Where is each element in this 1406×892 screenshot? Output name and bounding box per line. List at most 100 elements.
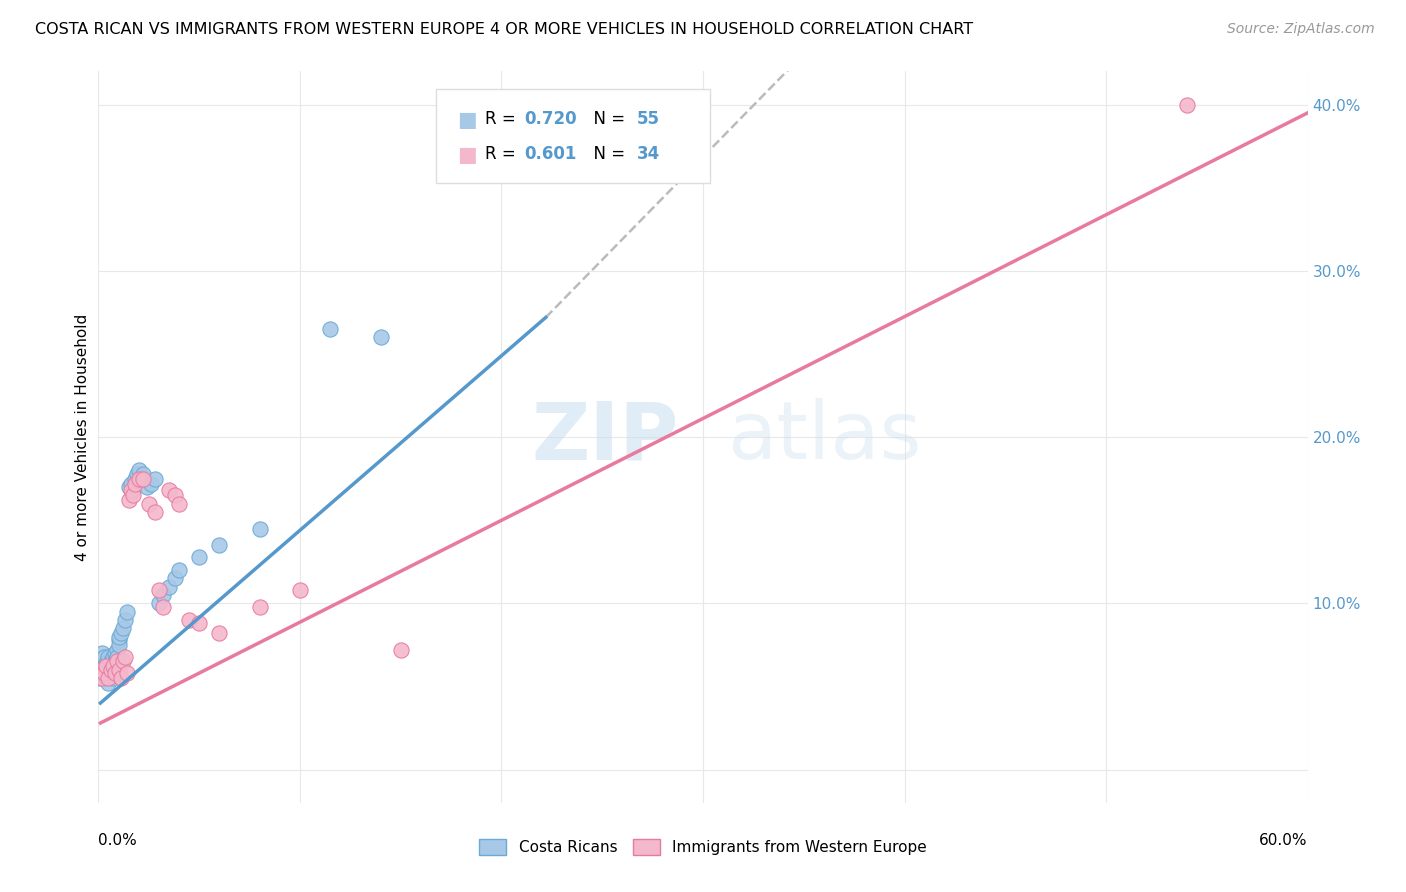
- Point: [132, 467, 155, 481]
- Point: [114, 649, 136, 664]
- Point: [96, 659, 118, 673]
- Point: [97, 671, 120, 685]
- Point: [96, 666, 118, 681]
- Point: [100, 666, 122, 681]
- Text: ZIP: ZIP: [531, 398, 679, 476]
- Point: [114, 613, 136, 627]
- Point: [208, 538, 231, 552]
- Point: [89, 671, 111, 685]
- Point: [105, 655, 128, 669]
- Point: [370, 330, 392, 344]
- Point: [103, 666, 125, 681]
- Point: [100, 659, 122, 673]
- Point: [91, 646, 114, 660]
- Text: 55: 55: [637, 110, 659, 128]
- Text: Source: ZipAtlas.com: Source: ZipAtlas.com: [1227, 22, 1375, 37]
- Point: [110, 626, 132, 640]
- Point: [100, 655, 122, 669]
- Text: N =: N =: [583, 145, 631, 163]
- Point: [288, 582, 311, 597]
- Point: [89, 655, 111, 669]
- Text: R =: R =: [485, 110, 522, 128]
- Point: [100, 663, 122, 677]
- Point: [93, 663, 115, 677]
- Point: [107, 632, 129, 647]
- Point: [157, 580, 180, 594]
- Point: [138, 497, 160, 511]
- Point: [152, 588, 174, 602]
- Point: [249, 521, 271, 535]
- Point: [89, 663, 111, 677]
- Point: [107, 663, 129, 677]
- Text: N =: N =: [583, 110, 631, 128]
- Point: [163, 571, 186, 585]
- Point: [91, 671, 114, 685]
- Point: [208, 626, 231, 640]
- Point: [103, 666, 125, 681]
- Point: [319, 322, 342, 336]
- Point: [157, 483, 180, 498]
- Point: [96, 656, 118, 670]
- Point: [101, 663, 124, 677]
- Point: [179, 613, 201, 627]
- Text: ■: ■: [457, 110, 477, 129]
- Point: [121, 483, 143, 498]
- Point: [143, 472, 166, 486]
- Point: [101, 649, 124, 664]
- Point: [129, 472, 152, 486]
- Point: [107, 630, 129, 644]
- Point: [188, 616, 211, 631]
- Point: [97, 676, 120, 690]
- Point: [139, 476, 162, 491]
- Text: 34: 34: [637, 145, 661, 163]
- Point: [167, 563, 190, 577]
- Point: [97, 649, 120, 664]
- Point: [115, 666, 138, 681]
- Point: [101, 671, 124, 685]
- Point: [96, 671, 118, 685]
- Point: [91, 659, 114, 673]
- Point: [111, 621, 134, 635]
- Point: [124, 476, 146, 491]
- Point: [188, 549, 211, 564]
- Point: [118, 480, 141, 494]
- Point: [125, 467, 148, 481]
- Text: R =: R =: [485, 145, 522, 163]
- Text: 60.0%: 60.0%: [1260, 833, 1308, 847]
- Point: [1175, 97, 1198, 112]
- Point: [97, 671, 120, 685]
- Point: [118, 493, 141, 508]
- Text: 0.0%: 0.0%: [98, 833, 138, 847]
- Point: [148, 582, 170, 597]
- Text: 0.720: 0.720: [524, 110, 576, 128]
- Point: [249, 599, 271, 614]
- Point: [120, 483, 142, 498]
- Text: ■: ■: [457, 145, 477, 165]
- Point: [389, 643, 412, 657]
- Point: [105, 649, 128, 664]
- Point: [121, 488, 143, 502]
- Point: [163, 488, 186, 502]
- Point: [93, 649, 115, 664]
- Point: [97, 663, 120, 677]
- Point: [132, 472, 155, 486]
- Point: [128, 472, 150, 486]
- Point: [93, 666, 115, 681]
- Point: [107, 638, 129, 652]
- Point: [124, 472, 146, 486]
- Text: atlas: atlas: [727, 398, 921, 476]
- Point: [101, 659, 124, 673]
- Point: [148, 596, 170, 610]
- Y-axis label: 4 or more Vehicles in Household: 4 or more Vehicles in Household: [75, 313, 90, 561]
- Point: [110, 671, 132, 685]
- Point: [135, 480, 157, 494]
- Legend: Costa Ricans, Immigrants from Western Europe: Costa Ricans, Immigrants from Western Eu…: [472, 833, 934, 861]
- Point: [89, 663, 111, 677]
- Point: [120, 476, 142, 491]
- Point: [103, 646, 125, 660]
- Point: [167, 497, 190, 511]
- Point: [91, 666, 114, 681]
- Text: 0.601: 0.601: [524, 145, 576, 163]
- Point: [152, 599, 174, 614]
- Text: COSTA RICAN VS IMMIGRANTS FROM WESTERN EUROPE 4 OR MORE VEHICLES IN HOUSEHOLD CO: COSTA RICAN VS IMMIGRANTS FROM WESTERN E…: [35, 22, 973, 37]
